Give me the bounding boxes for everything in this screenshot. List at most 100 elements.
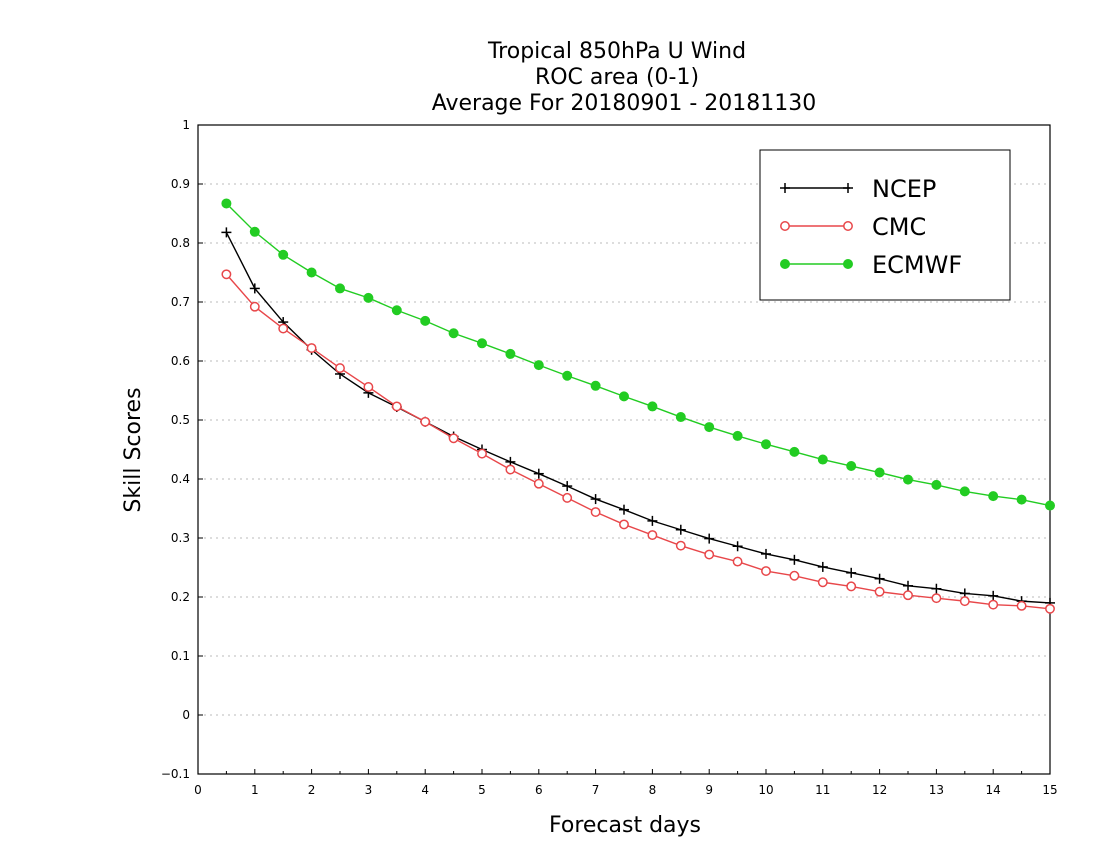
legend-marker: [780, 259, 790, 269]
x-axis-label: Forecast days: [549, 813, 701, 838]
data-point: [903, 580, 913, 591]
data-point: [221, 227, 232, 238]
legend-marker: [843, 259, 853, 269]
legend-label: CMC: [872, 213, 926, 241]
y-tick-label: 0.1: [171, 649, 190, 663]
x-tick-label: 15: [1042, 783, 1057, 797]
legend-marker: [780, 183, 790, 193]
data-point: [590, 380, 601, 391]
y-axis-ticks: −0.1 0 0.1 0.2 0.3 0.4 0.5 0.6 0.7 0.8 0.9 1: [161, 118, 203, 781]
data-point: [846, 567, 857, 578]
data-point: [931, 479, 942, 490]
data-point: [278, 249, 289, 260]
data-point: [448, 328, 459, 339]
data-point: [761, 566, 771, 576]
data-point: [903, 590, 913, 601]
legend-item-ecmwf: ECMWF: [780, 251, 962, 279]
data-point: [817, 561, 828, 572]
data-point: [874, 467, 885, 478]
y-tick-label: 0.7: [171, 295, 190, 309]
y-tick-label: 0.5: [171, 413, 190, 427]
data-point: [761, 439, 771, 450]
x-axis-ticks: 0 1 2 3 4 5 6 7 8 9 10 11 12 13 14 15: [194, 769, 1058, 797]
series-ncep: [221, 227, 1055, 608]
data-point: [931, 593, 942, 604]
y-axis-label: Skill Scores: [121, 387, 146, 512]
data-point: [391, 305, 402, 316]
title-line-1: Tropical 850hPa U Wind: [487, 39, 746, 64]
y-tick-label: 0.6: [171, 354, 190, 368]
x-tick-label: 1: [251, 783, 259, 797]
x-tick-label: 6: [535, 783, 543, 797]
data-point: [221, 269, 232, 280]
data-point: [221, 198, 232, 209]
data-point: [249, 283, 260, 294]
data-point: [959, 486, 970, 497]
data-point: [505, 464, 516, 475]
data-point: [675, 524, 686, 535]
title-line-3: Average For 20180901 - 20181130: [432, 91, 817, 116]
data-point: [959, 596, 970, 607]
x-tick-label: 5: [478, 783, 486, 797]
data-point: [477, 448, 487, 459]
data-point: [420, 315, 431, 326]
data-point: [761, 548, 771, 559]
data-point: [533, 468, 544, 479]
x-tick-label: 7: [592, 783, 600, 797]
data-point: [477, 338, 487, 349]
data-point: [391, 401, 402, 412]
data-point: [562, 370, 573, 381]
x-tick-label: 4: [421, 783, 429, 797]
data-point: [505, 348, 516, 359]
legend-label: ECMWF: [872, 251, 962, 279]
data-point: [533, 360, 544, 371]
data-point: [647, 401, 658, 412]
data-point: [420, 416, 431, 427]
title-line-2: ROC area (0-1): [535, 65, 699, 90]
data-point: [448, 433, 459, 444]
series-ecmwf: [221, 198, 1055, 511]
legend-label: NCEP: [872, 175, 936, 203]
data-point: [817, 577, 828, 588]
data-point: [590, 494, 601, 505]
series-cmc: [221, 269, 1055, 614]
data-point: [704, 549, 715, 560]
data-point: [789, 554, 800, 565]
chart-title: Tropical 850hPa U Wind ROC area (0-1) Av…: [432, 39, 817, 116]
data-point: [789, 446, 800, 457]
data-point: [278, 323, 289, 334]
series-layer: [221, 198, 1055, 614]
data-point: [619, 519, 629, 530]
data-point: [732, 430, 743, 441]
series-line-cmc: [225, 273, 1051, 610]
legend-marker: [843, 183, 853, 193]
legend-marker: [780, 221, 790, 231]
data-point: [1016, 494, 1027, 505]
data-point: [647, 530, 658, 540]
data-point: [1045, 500, 1055, 511]
data-point: [306, 343, 317, 353]
data-point: [1045, 603, 1055, 614]
data-point: [988, 599, 999, 610]
data-point: [363, 382, 374, 392]
data-point: [647, 515, 658, 526]
data-point: [363, 292, 374, 303]
data-point: [789, 570, 800, 581]
y-tick-label: 1: [182, 118, 190, 132]
data-point: [562, 481, 573, 492]
legend-item-cmc: CMC: [780, 213, 926, 241]
data-point: [1016, 600, 1027, 611]
data-point: [704, 533, 715, 544]
x-tick-label: 8: [649, 783, 657, 797]
legend: NCEP CMC ECMWF: [759, 149, 1011, 301]
data-point: [562, 492, 573, 503]
legend-box: [759, 149, 1011, 301]
data-point: [817, 454, 828, 465]
y-tick-label: 0.9: [171, 177, 190, 191]
data-point: [533, 478, 544, 489]
x-tick-label: 11: [815, 783, 830, 797]
data-point: [249, 301, 260, 312]
y-tick-label: 0.2: [171, 590, 190, 604]
data-point: [249, 226, 260, 237]
